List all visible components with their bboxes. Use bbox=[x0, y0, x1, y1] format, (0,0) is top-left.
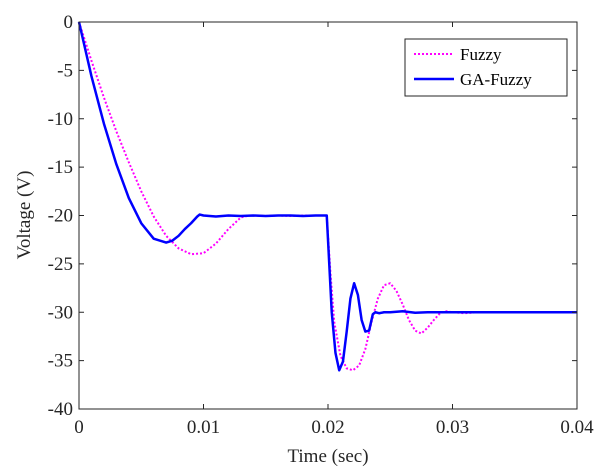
y-tick-label: -15 bbox=[48, 157, 73, 178]
y-tick-label: -40 bbox=[48, 399, 73, 420]
y-tick-label: -5 bbox=[57, 60, 73, 81]
legend-box bbox=[404, 38, 568, 97]
y-tick-label: -20 bbox=[48, 206, 73, 227]
x-ticks: 0 0.01 0.02 0.03 0.04 bbox=[74, 22, 594, 438]
x-tick-label: 0 bbox=[74, 417, 84, 438]
x-axis-label: Time (sec) bbox=[287, 446, 368, 467]
series-layer bbox=[77, 21, 577, 372]
y-tick-label: -10 bbox=[48, 109, 73, 130]
legend-label-ga-fuzzy: GA-Fuzzy bbox=[460, 70, 532, 89]
y-tick-label: -25 bbox=[48, 254, 73, 275]
y-tick-label: -30 bbox=[48, 302, 73, 323]
x-tick-label: 0.03 bbox=[436, 417, 469, 438]
y-ticks: 0 -5 -10 -15 -20 -25 -30 -35 -40 bbox=[48, 12, 577, 420]
y-axis-label: Voltage (V) bbox=[14, 171, 35, 260]
legend: Fuzzy GA-Fuzzy bbox=[404, 38, 568, 97]
series-line-fuzzy bbox=[78, 21, 577, 372]
x-tick-label: 0.01 bbox=[187, 417, 220, 438]
x-tick-label: 0.04 bbox=[560, 417, 594, 438]
series-line-ga-fuzzy bbox=[77, 21, 577, 372]
y-tick-label: 0 bbox=[64, 12, 74, 33]
legend-label-fuzzy: Fuzzy bbox=[460, 45, 502, 64]
x-tick-label: 0.02 bbox=[311, 417, 344, 438]
y-tick-label: -35 bbox=[48, 351, 73, 372]
